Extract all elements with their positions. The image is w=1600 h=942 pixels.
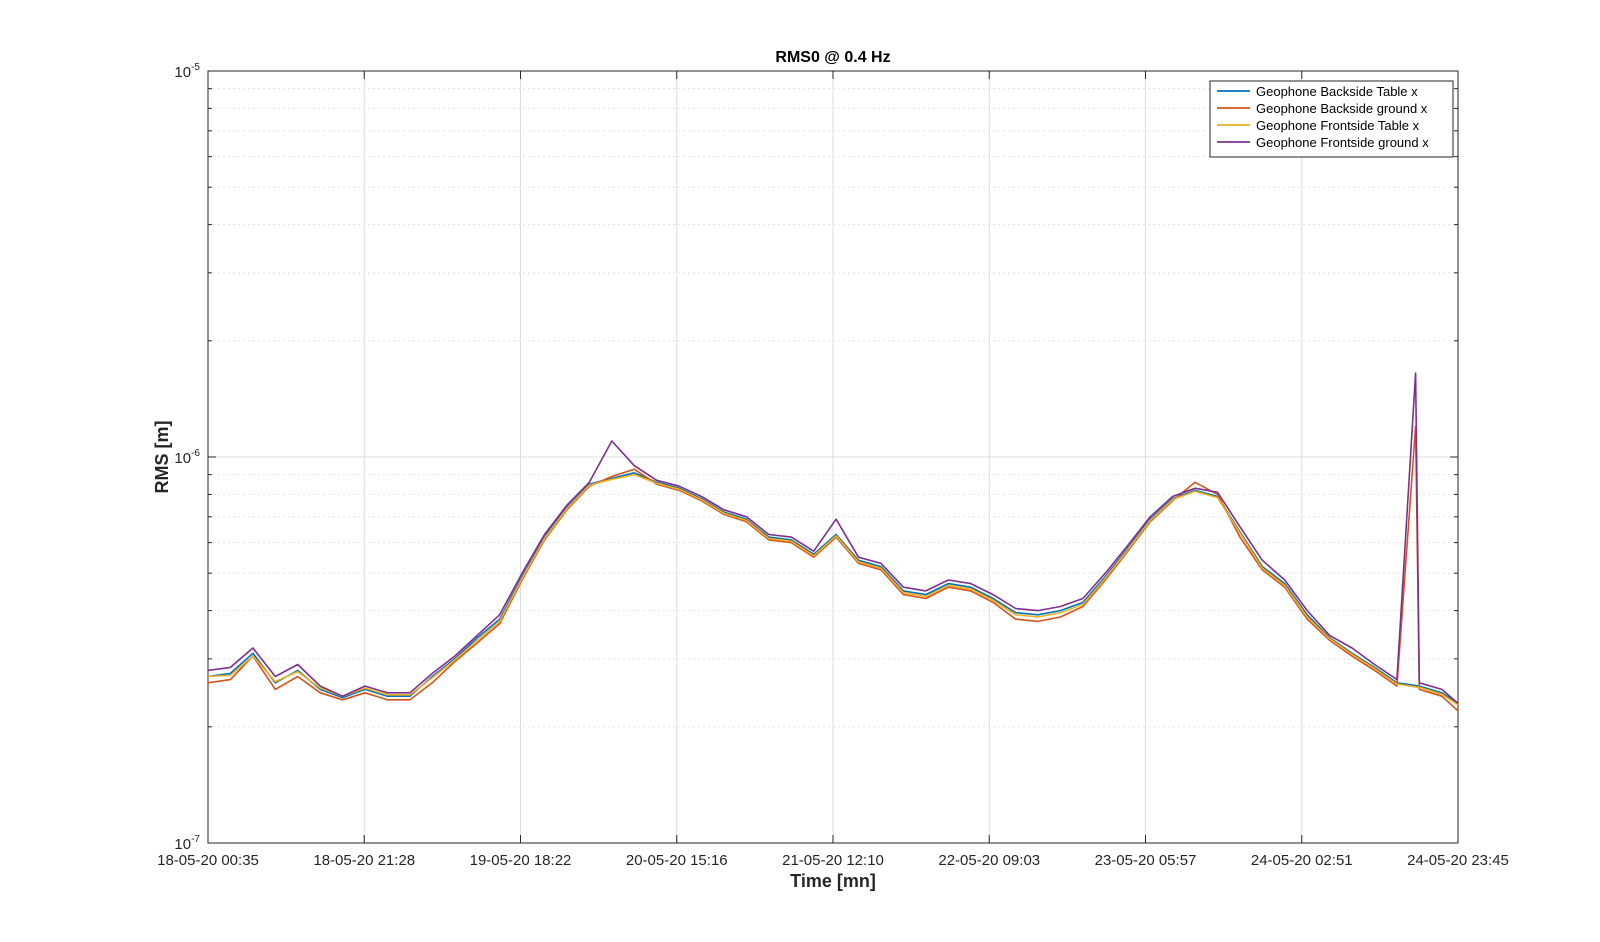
x-tick-label: 22-05-20 09:03 — [938, 852, 1040, 869]
x-axis-title: Time [mn] — [790, 871, 876, 891]
y-tick-label: 10-7 — [174, 834, 200, 853]
axis-ticks — [207, 71, 1459, 844]
grid-lines — [208, 71, 1458, 843]
legend-label: Geophone Backside Table x — [1256, 84, 1418, 99]
chart-title: RMS0 @ 0.4 Hz — [775, 49, 890, 66]
series-line-4 — [207, 372, 1459, 705]
legend: Geophone Backside Table x Geophone Backsi… — [1209, 80, 1454, 158]
x-tick-label: 21-05-20 12:10 — [782, 852, 884, 869]
legend-label: Geophone Backside ground x — [1256, 101, 1428, 116]
legend-box — [1209, 80, 1454, 158]
x-tick-label: 24-05-20 02:51 — [1251, 852, 1353, 869]
x-tick-label: 18-05-20 21:28 — [313, 852, 415, 869]
y-tick-label: 10-6 — [174, 448, 200, 467]
y-tick-label: 10-5 — [174, 62, 200, 81]
x-tick-labels: 18-05-20 00:35 18-05-20 21:28 19-05-20 18:… — [157, 852, 1509, 869]
series-lines — [207, 372, 1459, 712]
series-line-2 — [207, 425, 1459, 712]
x-tick-label: 23-05-20 05:57 — [1095, 852, 1197, 869]
x-tick-label: 18-05-20 00:35 — [157, 852, 259, 869]
y-tick-labels: 10-7 10-6 10-5 — [174, 62, 200, 853]
x-tick-label: 24-05-20 23:45 — [1407, 852, 1509, 869]
series-line-3 — [207, 473, 1459, 706]
legend-label: Geophone Frontside ground x — [1256, 135, 1429, 150]
y-axis-title: RMS [m] — [152, 421, 172, 494]
x-tick-label: 19-05-20 18:22 — [470, 852, 572, 869]
legend-label: Geophone Frontside Table x — [1256, 118, 1420, 133]
x-tick-label: 20-05-20 15:16 — [626, 852, 728, 869]
